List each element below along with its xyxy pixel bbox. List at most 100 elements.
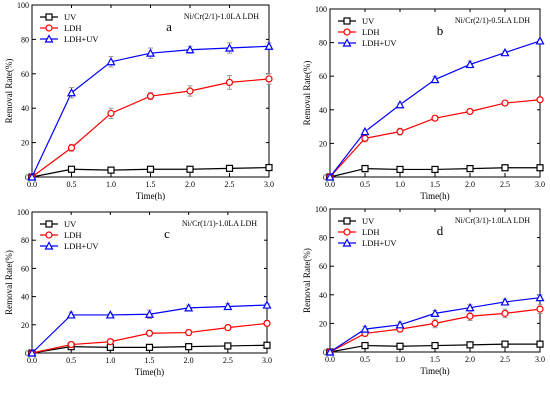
- data-point: [535, 36, 545, 45]
- x-tick-label: 2.5: [500, 180, 510, 189]
- data-point: [501, 340, 509, 348]
- data-point: [145, 329, 154, 337]
- x-tick-label: 2.0: [185, 180, 195, 189]
- y-tick-label: 80: [21, 35, 29, 44]
- data-point: [501, 99, 509, 107]
- data-point: [185, 44, 195, 54]
- data-point: [224, 324, 232, 332]
- series-ldh-plus-uv: [325, 292, 545, 356]
- series-uv: [28, 341, 271, 357]
- data-point: [465, 302, 475, 312]
- x-axis-label: Time(h): [420, 366, 449, 376]
- data-point: [144, 309, 155, 318]
- legend-marker: [45, 231, 53, 239]
- data-point: [536, 164, 544, 172]
- data-point: [396, 165, 404, 174]
- legend-marker: [342, 238, 352, 247]
- y-tick-label: 80: [319, 39, 327, 48]
- y-tick-label: 100: [315, 5, 327, 14]
- y-tick-label: 0: [25, 349, 29, 358]
- data-point: [265, 163, 273, 172]
- legend-marker: [342, 38, 352, 47]
- x-tick-label: 2.5: [225, 180, 235, 189]
- data-point: [430, 308, 440, 317]
- legend-label: LDH+UV: [64, 241, 99, 251]
- x-tick-label: 3.0: [264, 180, 274, 189]
- chart-panel-a: 0.0 0.5 1.0 1.5 2.0 2.5 3.0 0 20 40 60 80 100 Time(h)…: [4, 1, 274, 201]
- legend-marker: [343, 28, 351, 36]
- legend-marker: [45, 13, 53, 21]
- data-point: [396, 342, 404, 350]
- data-point: [67, 340, 75, 349]
- x-tick-label: 2.0: [465, 355, 475, 364]
- x-tick-label: 1.0: [395, 180, 405, 189]
- y-tick-label: 0: [323, 173, 327, 182]
- legend-marker: [343, 228, 351, 236]
- data-point: [501, 164, 509, 172]
- data-point: [431, 341, 439, 350]
- data-point: [536, 340, 544, 348]
- chart-panel-b: 0.0 0.5 1.0 1.5 2.0 2.5 3.0 0 20 40 60 80 100 Time(h)…: [302, 5, 545, 201]
- series-uv: [326, 164, 544, 181]
- data-point: [107, 166, 115, 174]
- x-tick-label: 0.0: [27, 180, 37, 189]
- data-point: [265, 75, 273, 83]
- data-point: [225, 78, 234, 87]
- data-point: [106, 338, 114, 346]
- data-point: [263, 319, 271, 327]
- x-tick-label: 2.5: [500, 355, 510, 364]
- legend-label: LDH: [64, 23, 81, 33]
- x-tick-label: 1.5: [146, 180, 156, 189]
- legend-label: LDH+UV: [64, 34, 99, 44]
- series-uv: [28, 163, 273, 181]
- y-axis-label: Removal Rate(%): [302, 248, 312, 313]
- data-point: [431, 114, 439, 122]
- data-point: [325, 172, 335, 181]
- data-point: [105, 310, 115, 319]
- x-axis-label: Time(h): [420, 191, 449, 201]
- data-point: [466, 165, 474, 173]
- panel-title: Ni/Cr(2/1)-0.5LA LDH: [455, 16, 530, 25]
- legend-label: UV: [362, 216, 375, 226]
- panel-title: Ni/Cr(3/1)-1.0LA LDH: [455, 216, 530, 225]
- y-tick-label: 20: [319, 319, 327, 328]
- series-ldh: [28, 73, 273, 181]
- data-point: [145, 48, 156, 57]
- legend-marker: [343, 17, 351, 25]
- y-tick-label: 40: [21, 293, 29, 302]
- data-point: [263, 341, 271, 349]
- data-point: [67, 165, 76, 173]
- series-ldh: [326, 96, 544, 181]
- y-tick-label: 100: [17, 208, 29, 217]
- data-point: [465, 59, 475, 69]
- legend-label: LDH: [362, 227, 379, 237]
- data-point: [430, 74, 440, 84]
- series-uv: [326, 340, 544, 356]
- legend-label: UV: [64, 12, 77, 22]
- data-point: [66, 87, 77, 97]
- data-point: [145, 343, 154, 351]
- data-point: [536, 96, 544, 104]
- chart-panel-d: 0.0 0.5 1.0 1.5 2.0 2.5 3.0 0 20 40 60 80 100 Time(h)…: [302, 205, 545, 376]
- panel-letter: a: [166, 19, 172, 34]
- series-ldh-plus-uv: [325, 36, 545, 181]
- data-point: [67, 144, 76, 152]
- y-tick-label: 40: [319, 106, 327, 115]
- x-tick-label: 0.5: [360, 355, 370, 364]
- y-tick-label: 20: [21, 139, 29, 148]
- x-tick-label: 1.0: [106, 180, 116, 189]
- data-point: [184, 303, 194, 312]
- panel-letter: c: [164, 226, 170, 241]
- data-point: [224, 43, 235, 52]
- data-point: [395, 99, 405, 109]
- data-point: [185, 343, 193, 351]
- data-point: [396, 128, 404, 136]
- x-axis-label: Time(h): [136, 191, 165, 201]
- data-point: [431, 165, 439, 174]
- y-tick-label: 60: [319, 72, 327, 81]
- data-point: [186, 87, 194, 95]
- x-tick-label: 1.0: [395, 355, 405, 364]
- x-tick-label: 1.5: [430, 180, 440, 189]
